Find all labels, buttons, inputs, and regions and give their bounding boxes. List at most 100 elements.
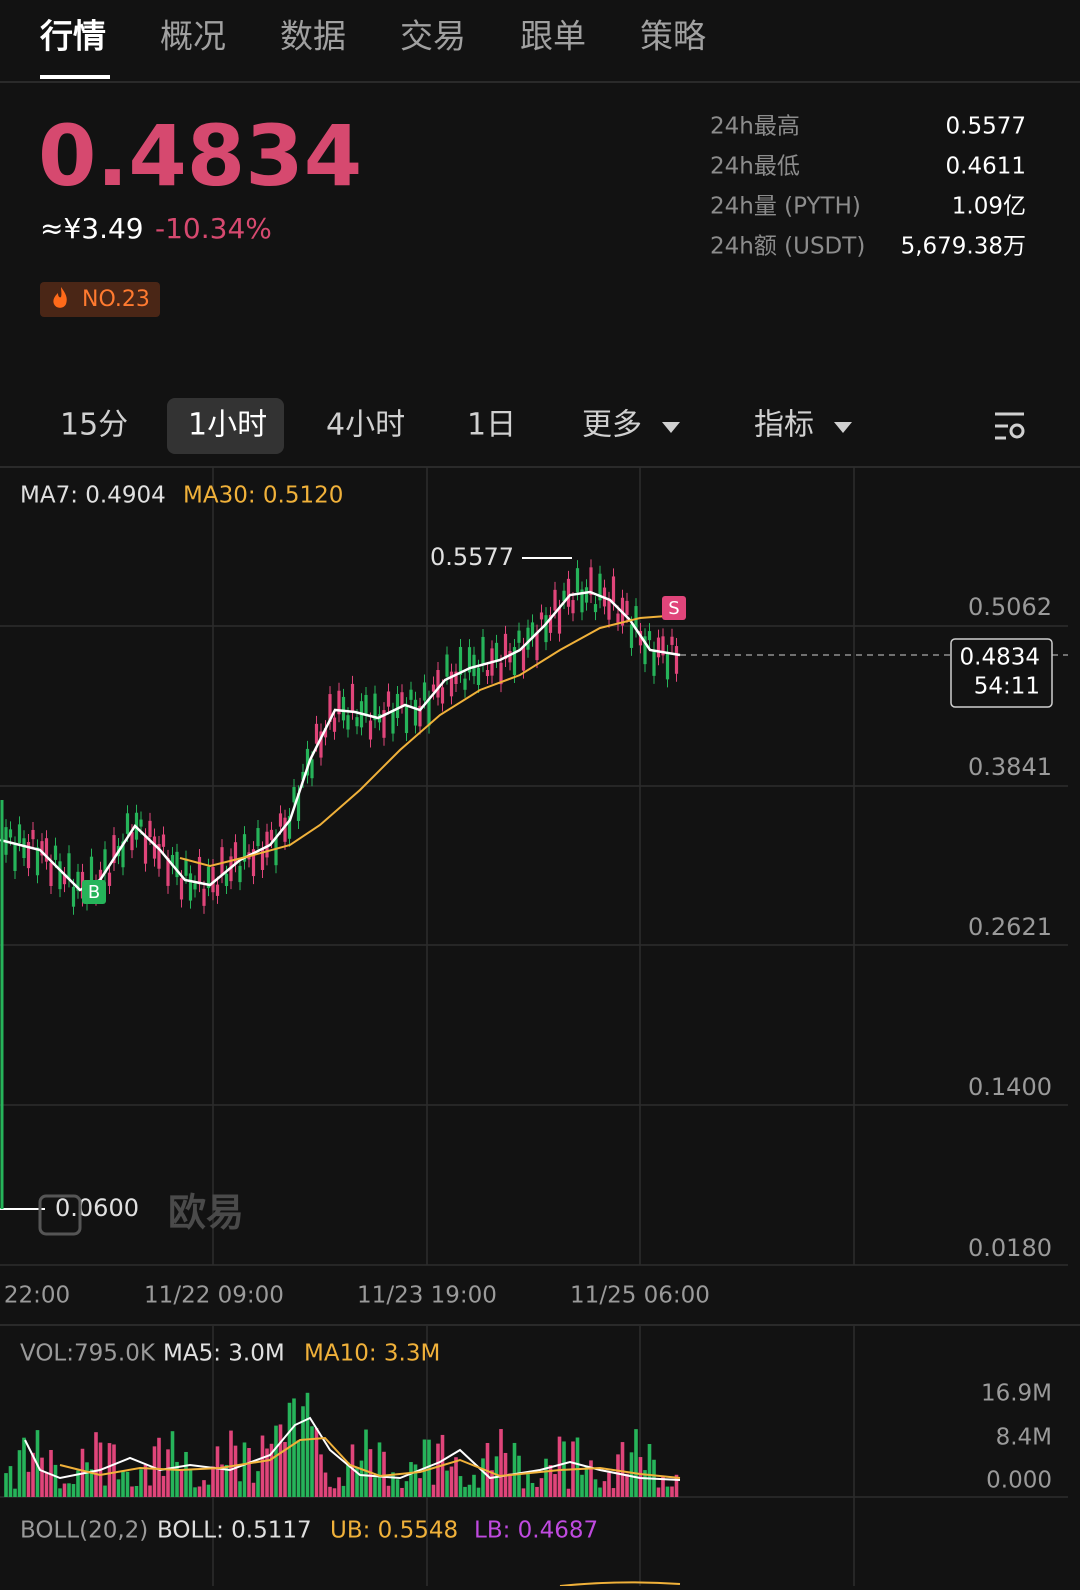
boll-label: BOLL(20,2) [20,1518,148,1544]
boll-mid: BOLL: 0.5117 [157,1518,312,1544]
volume-bar [625,1473,629,1497]
candle-body [67,853,71,880]
candle-body [476,667,481,685]
volume-bar [238,1481,242,1497]
time-tick: 22:00 [4,1283,70,1309]
volume-bar [62,1483,67,1497]
candle-body [503,633,508,660]
candle-body [440,687,445,704]
candle-body [292,787,296,803]
tab[interactable]: 策略 [640,17,706,56]
volume-bar [121,1470,125,1497]
candle-body [418,705,422,727]
candle-body [260,849,265,870]
volume-bar [674,1474,679,1497]
ma30-line [179,614,681,868]
candle-body [656,637,661,658]
candle-body [314,723,319,744]
volume-bar [629,1452,634,1497]
candle-body [256,828,260,847]
cny-price: ≈¥3.49 [40,212,144,245]
candle-body [121,841,125,868]
candle-body [575,568,580,593]
interval[interactable]: 1小时 [188,408,267,443]
tab[interactable]: 概况 [160,17,226,56]
volume-bar [350,1444,355,1497]
candle-body [562,590,566,602]
candle-body [31,829,35,840]
vol-ma5: MA5: 3.0M [163,1341,285,1367]
volume-bar [170,1431,175,1497]
candle-body [584,587,589,603]
candle-body [643,636,647,665]
candle-body [368,720,373,740]
volume-bar [382,1451,386,1497]
volume-bar [472,1474,476,1497]
volume-bar [589,1460,593,1497]
candle-body [548,614,553,633]
ma7-label: MA7: 0.4904 [20,483,166,509]
tab[interactable]: 行情 [39,17,106,56]
interval[interactable]: 15分 [60,408,128,443]
volume-bar [436,1443,440,1497]
settings-icon[interactable] [995,412,1025,440]
volume-bar [445,1470,449,1497]
volume-bar [247,1448,251,1497]
candle-body [323,728,328,738]
vol-tick: 8.4M [996,1425,1052,1451]
tab[interactable]: 交易 [400,17,466,56]
volume-bar [611,1488,616,1497]
stat-value: 0.4611 [946,154,1026,180]
candle-body [652,649,656,676]
volume-bar [458,1476,463,1497]
candle-body [580,589,584,613]
indicator-button[interactable]: 指标 [754,408,814,443]
volume-bar [229,1430,233,1497]
candle-body [665,652,670,680]
candle-body [607,599,611,620]
volume-bar [161,1475,166,1497]
time-tick: 11/25 06:00 [570,1283,710,1309]
tab[interactable]: 跟单 [520,17,586,56]
volume-bar [89,1469,94,1497]
candle-body [422,682,427,701]
candle-body [265,831,269,858]
volume-bar [364,1429,368,1497]
volume-bar [566,1488,571,1497]
countdown: 54:11 [974,674,1040,700]
low-label: 0.0600 [55,1194,139,1222]
candle-body [346,715,350,730]
boll-lb: LB: 0.4687 [474,1518,598,1544]
candle-body [71,886,76,907]
candle-body [566,578,571,607]
candle-body [386,691,391,707]
candle-body [202,888,206,906]
candle-body [305,748,310,776]
price-tick: 0.5062 [968,593,1052,621]
candle-body [337,690,341,715]
stat-label: 24h量 (PYTH) [710,194,861,220]
volume-bar [404,1481,409,1497]
candle-body [40,841,44,856]
volume-bar [670,1486,674,1497]
vol-ma10: MA10: 3.3M [304,1341,440,1367]
volume-bar [602,1481,607,1497]
volume-bar [103,1485,107,1497]
volume-bar [656,1487,661,1497]
volume-bar [377,1442,382,1497]
candle-body [310,759,314,779]
tab[interactable]: 数据 [280,17,346,56]
candle-body [571,600,575,614]
volume-bar [508,1473,512,1497]
volume-bar [134,1485,139,1497]
volume-bar [274,1425,278,1497]
volume-bar [269,1443,274,1497]
interval[interactable]: 1日 [467,408,516,443]
interval-more[interactable]: 更多 [582,408,642,443]
volume-bar [265,1448,269,1497]
volume-bar [193,1487,197,1497]
interval[interactable]: 4小时 [326,408,405,443]
volume-bar [157,1437,161,1497]
volume-bar [179,1470,184,1497]
